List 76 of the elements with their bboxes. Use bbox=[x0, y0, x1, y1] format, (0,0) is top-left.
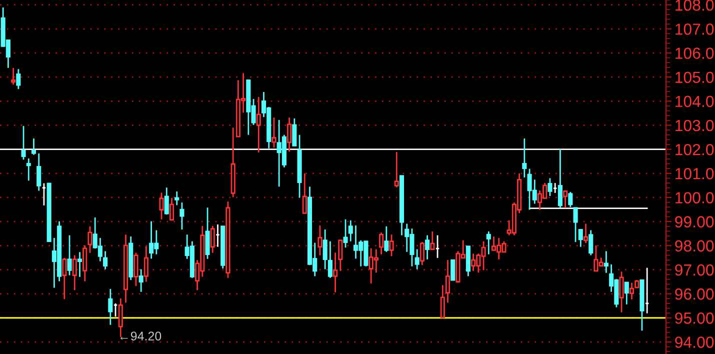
candlestick bbox=[522, 138, 527, 178]
candlestick bbox=[169, 197, 174, 221]
candlestick bbox=[445, 259, 450, 304]
candlestick bbox=[573, 207, 578, 243]
candlestick bbox=[67, 234, 72, 276]
candlestick bbox=[333, 252, 338, 294]
candlestick bbox=[619, 270, 624, 314]
y-tick-label: 97.00 bbox=[675, 264, 714, 276]
candlestick bbox=[578, 229, 583, 248]
y-tick-label: 101.0 bbox=[676, 168, 714, 180]
candlestick bbox=[174, 190, 180, 206]
candlestick bbox=[72, 254, 77, 291]
candlestick bbox=[440, 284, 445, 318]
candlestick bbox=[394, 151, 399, 188]
candlestick bbox=[343, 218, 348, 248]
y-tick-label: 96.00 bbox=[675, 288, 714, 300]
candlestick bbox=[159, 192, 164, 220]
candlestick bbox=[287, 116, 292, 152]
candlestick bbox=[36, 152, 42, 192]
candlestick bbox=[430, 230, 435, 250]
candlestick bbox=[103, 250, 108, 270]
candlestick bbox=[31, 138, 36, 156]
candlestick bbox=[558, 148, 562, 209]
y-tick-label: 103.0 bbox=[676, 120, 714, 132]
candlestick bbox=[16, 68, 21, 90]
candlestick bbox=[26, 158, 31, 182]
y-tick-label: 102.0 bbox=[676, 144, 714, 156]
candlestick bbox=[548, 178, 552, 197]
y-tick-label: 107.0 bbox=[676, 24, 714, 35]
y-tick-label: 104.0 bbox=[676, 96, 714, 108]
candlestick bbox=[205, 206, 210, 260]
candlestick bbox=[322, 228, 328, 270]
y-tick-label: 106.0 bbox=[676, 48, 714, 59]
candlestick bbox=[292, 118, 297, 146]
candlestick bbox=[629, 282, 634, 300]
candlestick bbox=[486, 230, 491, 255]
candlestick bbox=[348, 220, 353, 242]
y-tick-label: 95.00 bbox=[675, 312, 714, 324]
y-tick-label: 99.00 bbox=[675, 216, 714, 228]
candlestick bbox=[210, 225, 215, 254]
y-tick-label: 100.0 bbox=[676, 192, 714, 204]
candlestick bbox=[563, 190, 568, 209]
candlestick bbox=[568, 191, 573, 208]
candlestick bbox=[138, 268, 144, 293]
annotation: ←94.20 bbox=[120, 332, 162, 340]
candlestick bbox=[624, 282, 629, 306]
candlestick bbox=[389, 234, 394, 257]
candlestick bbox=[62, 257, 67, 300]
candlestick bbox=[450, 259, 456, 281]
candlestick bbox=[583, 223, 588, 244]
candlestick bbox=[272, 116, 276, 148]
candlestick bbox=[338, 240, 343, 272]
candlestick bbox=[164, 186, 169, 216]
y-tick-label: 105.0 bbox=[676, 72, 714, 84]
candlestick bbox=[588, 230, 594, 256]
candlestick bbox=[21, 125, 26, 160]
candlestick bbox=[420, 241, 424, 266]
candlestick bbox=[11, 67, 16, 86]
candlestick bbox=[318, 224, 322, 256]
candlestick bbox=[604, 250, 608, 274]
candlestick bbox=[144, 246, 148, 282]
candlestick bbox=[256, 96, 261, 154]
y-tick-label: 98.00 bbox=[675, 240, 714, 252]
candlestick bbox=[88, 226, 92, 254]
candlestick bbox=[328, 240, 332, 279]
candlestick bbox=[425, 234, 430, 260]
candlestick bbox=[108, 288, 113, 326]
candlestick bbox=[77, 251, 82, 278]
candlestick bbox=[302, 172, 307, 214]
candlestick bbox=[414, 248, 420, 270]
candlestick bbox=[134, 252, 138, 287]
y-tick-label: 94.00 bbox=[675, 336, 714, 348]
candlestick bbox=[379, 232, 384, 255]
candlestick bbox=[384, 226, 389, 253]
candlestick bbox=[82, 244, 88, 282]
candlestick bbox=[180, 202, 184, 230]
